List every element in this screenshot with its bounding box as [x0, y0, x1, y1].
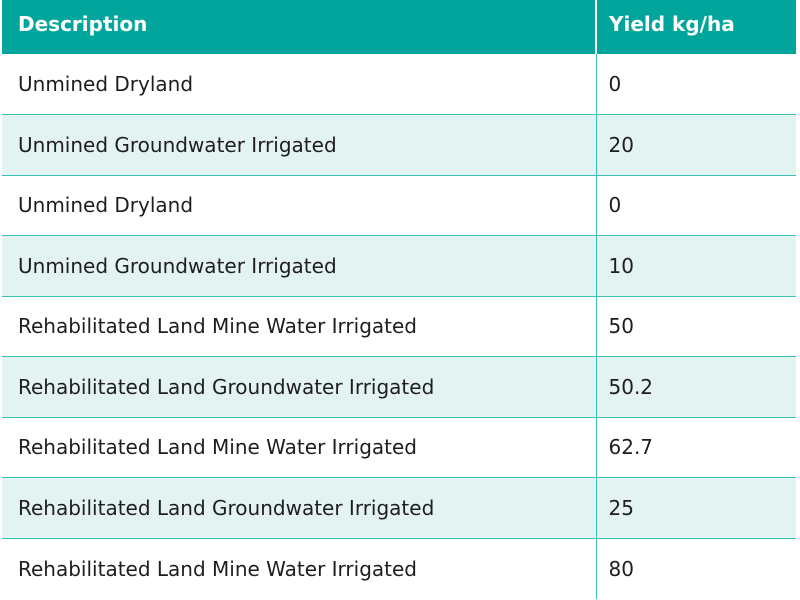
header-row: Description Yield kg/ha: [2, 0, 796, 54]
yield-cell: 20: [596, 114, 796, 175]
yield-cell: 0: [596, 174, 796, 236]
yield-cell: 62.7: [596, 416, 796, 478]
description-cell: Unmined Dryland: [2, 54, 597, 115]
yield-cell: 80: [596, 537, 796, 599]
description-cell: Rehabilitated Land Mine Water Irrigated: [2, 295, 597, 357]
table-body: Unmined Dryland 0 Unmined Groundwater Ir…: [2, 54, 796, 599]
description-cell: Rehabilitated Land Groundwater Irrigated: [2, 477, 597, 538]
description-cell: Rehabilitated Land Mine Water Irrigated: [2, 537, 597, 599]
column-header-yield: Yield kg/ha: [596, 0, 796, 54]
description-cell: Unmined Groundwater Irrigated: [2, 114, 597, 175]
table-row: Unmined Dryland 0: [2, 54, 796, 115]
table-header: Description Yield kg/ha: [2, 0, 796, 54]
yield-cell: 25: [596, 477, 796, 538]
table-row: Unmined Groundwater Irrigated 10: [2, 235, 796, 296]
table-row: Unmined Groundwater Irrigated 20: [2, 114, 796, 175]
table-row: Rehabilitated Land Groundwater Irrigated…: [2, 356, 796, 417]
description-cell: Unmined Groundwater Irrigated: [2, 235, 597, 296]
yield-cell: 50.2: [596, 356, 796, 417]
yield-cell: 10: [596, 235, 796, 296]
yield-cell: 0: [596, 54, 796, 115]
table-row: Rehabilitated Land Mine Water Irrigated …: [2, 295, 796, 357]
table-row: Unmined Dryland 0: [2, 174, 796, 236]
table-row: Rehabilitated Land Mine Water Irrigated …: [2, 537, 796, 599]
yield-cell: 50: [596, 295, 796, 357]
description-cell: Unmined Dryland: [2, 174, 597, 236]
table-row: Rehabilitated Land Groundwater Irrigated…: [2, 477, 796, 538]
column-header-description: Description: [2, 0, 597, 54]
description-cell: Rehabilitated Land Mine Water Irrigated: [2, 416, 597, 478]
description-cell: Rehabilitated Land Groundwater Irrigated: [2, 356, 597, 417]
table-row: Rehabilitated Land Mine Water Irrigated …: [2, 416, 796, 478]
